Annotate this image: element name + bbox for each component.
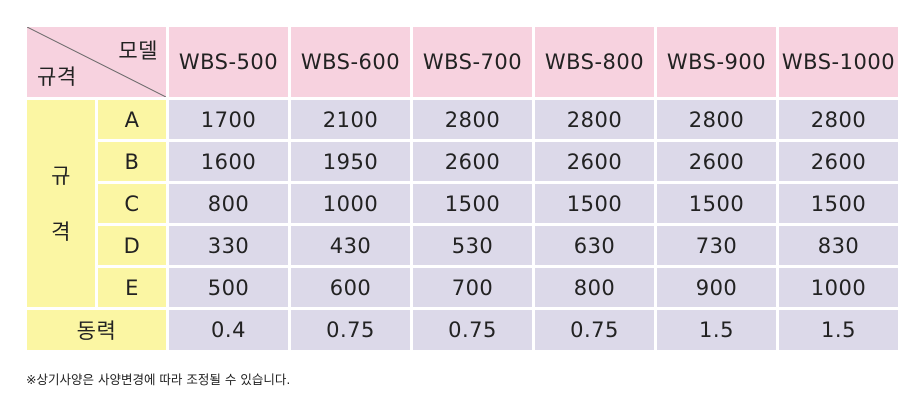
row-group-label: 규 격 <box>27 100 95 307</box>
table-cell: 1500 <box>535 184 654 223</box>
power-cell: 0.75 <box>291 310 410 350</box>
model-header: WBS-500 <box>169 27 288 97</box>
power-cell: 1.5 <box>779 310 898 350</box>
table-row: B 1600 1950 2600 2600 2600 2600 <box>27 142 898 181</box>
table-cell: 1500 <box>413 184 532 223</box>
model-header: WBS-600 <box>291 27 410 97</box>
table-cell: 2100 <box>291 100 410 139</box>
footnote: ※상기사양은 사양변경에 따라 조정될 수 있습니다. <box>26 372 291 387</box>
row-label: C <box>98 184 166 223</box>
table-row: D 330 430 530 630 730 830 <box>27 226 898 265</box>
table-cell: 1600 <box>169 142 288 181</box>
table-cell: 1950 <box>291 142 410 181</box>
table-cell: 1500 <box>657 184 776 223</box>
power-row: 동력 0.4 0.75 0.75 0.75 1.5 1.5 <box>27 310 898 350</box>
diagonal-line <box>27 27 166 97</box>
model-header: WBS-700 <box>413 27 532 97</box>
row-label: A <box>98 100 166 139</box>
table-cell: 530 <box>413 226 532 265</box>
power-cell: 1.5 <box>657 310 776 350</box>
power-cell: 0.4 <box>169 310 288 350</box>
row-label: B <box>98 142 166 181</box>
table-cell: 2800 <box>779 100 898 139</box>
table-row: E 500 600 700 800 900 1000 <box>27 268 898 307</box>
corner-cell: 모델 규격 <box>27 27 166 97</box>
table-cell: 2600 <box>535 142 654 181</box>
table-row: 규 격 A 1700 2100 2800 2800 2800 2800 <box>27 100 898 307</box>
table-cell: 500 <box>169 268 288 307</box>
table-row: C 800 1000 1500 1500 1500 1500 <box>27 184 898 223</box>
row-label: D <box>98 226 166 265</box>
table-cell: 1700 <box>169 100 288 139</box>
row-group-char: 격 <box>51 219 71 244</box>
corner-spec-label: 규격 <box>37 65 77 89</box>
row-label: E <box>98 268 166 307</box>
table-cell: 2600 <box>413 142 532 181</box>
power-label: 동력 <box>27 310 166 350</box>
table-cell: 2800 <box>535 100 654 139</box>
row-group-char: 규 <box>51 163 71 188</box>
table-cell: 2600 <box>779 142 898 181</box>
model-header: WBS-1000 <box>779 27 898 97</box>
table-cell: 800 <box>169 184 288 223</box>
table-cell: 830 <box>779 226 898 265</box>
table-cell: 330 <box>169 226 288 265</box>
table-cell: 2600 <box>657 142 776 181</box>
table-cell: 600 <box>291 268 410 307</box>
model-header: WBS-900 <box>657 27 776 97</box>
table-cell: 430 <box>291 226 410 265</box>
table-cell: 730 <box>657 226 776 265</box>
header-row: 모델 규격 WBS-500 WBS-600 WBS-700 WBS-800 WB… <box>27 27 898 97</box>
table-cell: 800 <box>535 268 654 307</box>
table-cell: 900 <box>657 268 776 307</box>
corner-model-label: 모델 <box>118 39 158 63</box>
table-cell: 1000 <box>779 268 898 307</box>
table-cell: 1000 <box>291 184 410 223</box>
power-cell: 0.75 <box>535 310 654 350</box>
table-cell: 1500 <box>779 184 898 223</box>
spec-table: 모델 규격 WBS-500 WBS-600 WBS-700 WBS-800 WB… <box>24 24 901 353</box>
power-cell: 0.75 <box>413 310 532 350</box>
table-cell: 630 <box>535 226 654 265</box>
model-header: WBS-800 <box>535 27 654 97</box>
table-cell: 700 <box>413 268 532 307</box>
table-cell: 2800 <box>413 100 532 139</box>
table-cell: 2800 <box>657 100 776 139</box>
